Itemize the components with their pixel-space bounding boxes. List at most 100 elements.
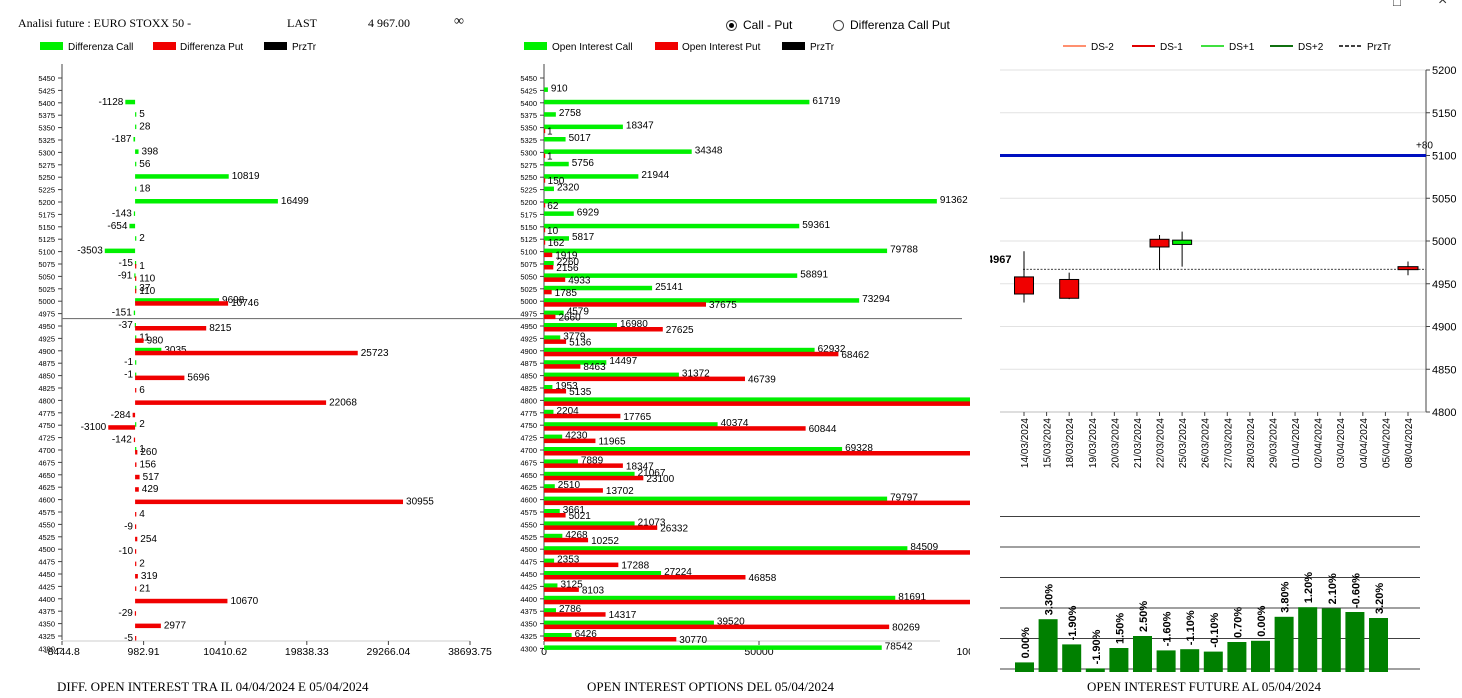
oi-call-bar <box>544 124 623 130</box>
diff-y-tick-label: 4475 <box>38 558 55 567</box>
diff-call-bar <box>134 323 136 328</box>
oi-y-tick-label: 4950 <box>520 322 537 331</box>
oi-put-label: 62 <box>547 201 559 212</box>
diff-bar-label: 2 <box>139 559 145 570</box>
diff-bar-label: 8215 <box>209 323 232 334</box>
legend-text-diff-put: Differenza Put <box>180 42 243 53</box>
future-x-tick-label: 03/04/2024 <box>1336 418 1347 468</box>
radio-difference-label: Differenza Call Put <box>850 18 950 32</box>
diff-call-bar <box>135 236 137 241</box>
oi-future-bar <box>1298 607 1318 672</box>
oi-put-bar <box>544 451 970 456</box>
oi-put-label: 5136 <box>569 337 592 348</box>
oi-future-bar <box>1227 642 1247 672</box>
oi-y-tick-label: 4575 <box>520 508 537 517</box>
diff-put-bar <box>135 264 137 269</box>
oi-call-bar <box>544 298 860 303</box>
diff-call-bar <box>135 112 137 117</box>
diff-call-bar <box>135 335 137 340</box>
radio-difference-call-put[interactable]: Differenza Call Put <box>833 18 950 32</box>
oi-y-tick-label: 4400 <box>520 595 537 604</box>
diff-bar-label: 10746 <box>231 298 259 309</box>
diff-call-bar <box>135 199 278 204</box>
future-y-tick-label: 4850 <box>1432 364 1456 376</box>
oi-future-bar <box>1274 616 1294 672</box>
oi-y-tick-label: 5025 <box>520 285 537 294</box>
oi-put-bar <box>544 599 970 605</box>
oi-future-bar-label: 3.20% <box>1374 583 1386 614</box>
diff-bar-label: -10 <box>119 546 134 557</box>
oi-call-label: 79788 <box>890 245 918 256</box>
oi-future-percent-chart: 0.00% 3.30% -1.90% -1.90% 1.50% 2.50% -1.60% -1… <box>1000 516 1420 672</box>
oi-y-tick-label: 4475 <box>520 558 537 567</box>
oi-put-label: 8103 <box>582 585 605 596</box>
oi-put-bar <box>544 575 746 580</box>
diff-y-tick-label: 4875 <box>38 359 55 368</box>
legend-text-ds+2: DS+2 <box>1298 42 1324 53</box>
oi-call-bar <box>544 99 810 105</box>
radio-call-put-indicator[interactable] <box>726 19 737 31</box>
diff-x-tick-label: -8444.8 <box>44 646 80 658</box>
oi-y-tick-label: 5400 <box>520 99 537 108</box>
close-icon[interactable]: × <box>1438 0 1448 9</box>
open-interest-chart: 5450 5425 5400 5375 5350 5325 5300 5275 5250 5225… <box>500 64 970 658</box>
oi-put-bar <box>544 637 677 642</box>
radio-difference-indicator[interactable] <box>833 19 844 31</box>
oi-put-label: 37675 <box>709 300 737 311</box>
diff-put-bar <box>135 462 137 467</box>
radio-call-put[interactable]: Call - Put <box>726 18 792 32</box>
diff-call-bar <box>135 174 229 179</box>
diff-y-tick-label: 4950 <box>38 322 55 331</box>
oi-call-bar <box>544 236 570 241</box>
diff-y-tick-label: 4550 <box>38 520 55 529</box>
oi-future-bar <box>1133 636 1152 672</box>
oi-put-label: 46739 <box>748 375 776 386</box>
diff-y-tick-label: 4975 <box>38 310 55 319</box>
oi-call-label: 2320 <box>557 183 580 194</box>
diff-bar-label: -143 <box>112 208 132 219</box>
oi-put-bar <box>544 612 606 617</box>
oi-call-label: 25141 <box>655 282 683 293</box>
oi-put-bar <box>544 401 970 406</box>
oi-put-bar <box>544 351 839 357</box>
diff-put-bar <box>135 338 144 343</box>
oi-put-label: 17288 <box>621 561 649 572</box>
oi-call-label: 5017 <box>569 133 592 144</box>
diff-put-bar <box>135 623 161 629</box>
diff-put-bar <box>135 512 137 517</box>
diff-y-tick-label: 4450 <box>38 570 55 579</box>
oi-put-label: 14317 <box>609 610 637 621</box>
oi-future-bar-label: -0.60% <box>1350 573 1362 608</box>
diff-bar-label: -284 <box>111 410 131 421</box>
diff-y-tick-label: 5400 <box>38 99 55 108</box>
oi-call-label: 21067 <box>638 468 666 479</box>
oi-future-bar-label: -1.90% <box>1067 605 1079 640</box>
oi-future-bar-label: 1.50% <box>1114 613 1126 644</box>
diff-bar-label: -5 <box>124 633 133 644</box>
oi-put-bar <box>544 426 806 431</box>
diff-put-bar <box>135 561 137 567</box>
diff-bar-label: 11 <box>139 332 150 343</box>
oi-call-bar <box>544 422 718 427</box>
diff-y-tick-label: 5050 <box>38 272 55 281</box>
future-x-tick-label: 01/04/2024 <box>1291 418 1302 468</box>
oi-put-bar <box>544 128 546 134</box>
oi-call-bar <box>544 310 564 316</box>
oi-call-label: 2786 <box>559 604 582 615</box>
oi-put-label: 5021 <box>569 511 592 522</box>
oi-y-tick-label: 5100 <box>520 248 537 257</box>
oi-call-bar <box>544 199 937 204</box>
future-x-tick-label: 02/04/2024 <box>1314 418 1325 468</box>
diff-put-bar <box>135 524 137 529</box>
diff-put-bar <box>135 288 137 294</box>
legend-oi: Open Interest Call Open Interest Put Prz… <box>524 42 835 53</box>
diff-y-tick-label: 4850 <box>38 372 55 381</box>
oi-call-label: 21944 <box>641 170 669 181</box>
diff-put-bar <box>135 301 229 306</box>
oi-call-bar <box>544 409 554 415</box>
diff-y-tick-label: 5375 <box>38 111 55 120</box>
diff-y-tick-label: 4750 <box>38 421 55 430</box>
diff-put-bar <box>135 474 140 480</box>
maximize-icon[interactable]: □ <box>1393 0 1401 9</box>
legend-swatch-diff-put <box>153 42 176 50</box>
